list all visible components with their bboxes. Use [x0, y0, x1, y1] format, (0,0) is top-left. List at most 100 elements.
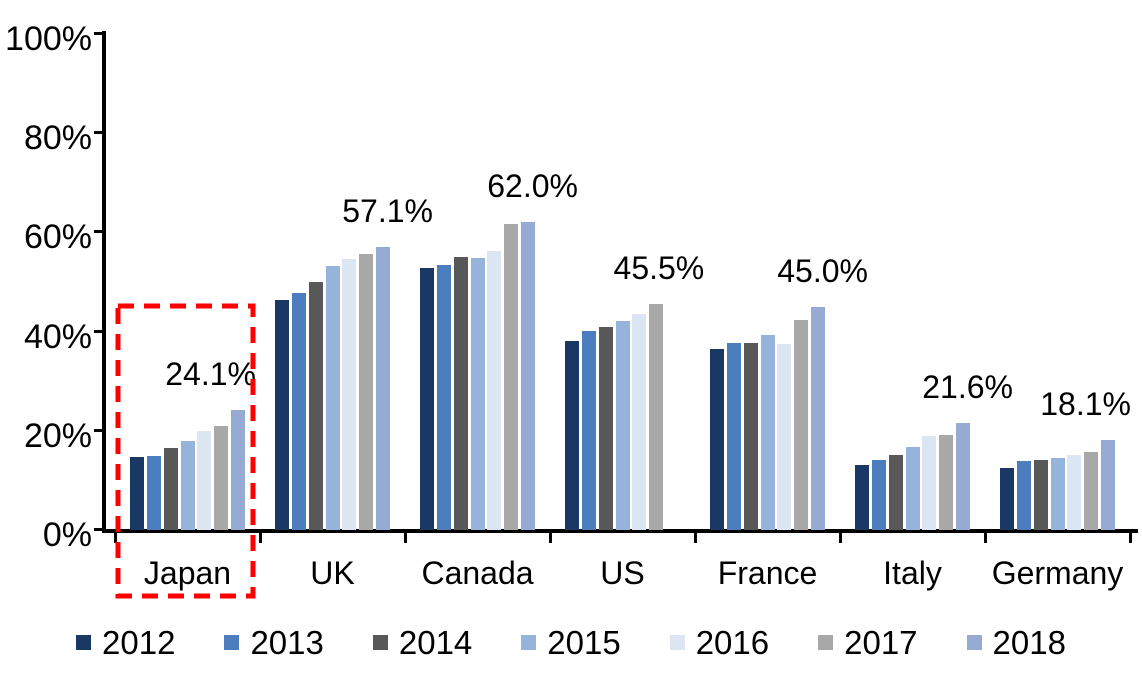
- x-axis-tick: [259, 529, 262, 543]
- y-axis-label: 40%: [23, 317, 92, 356]
- bar-canada-2012: [420, 267, 435, 530]
- bar-france-2014: [743, 343, 758, 530]
- x-axis-tick: [549, 529, 552, 543]
- bar-us-2014: [598, 327, 613, 530]
- legend-label-2018: 2018: [992, 623, 1066, 661]
- legend-item-2016: 2016: [669, 623, 770, 661]
- legend-label-2017: 2017: [844, 623, 918, 661]
- bar-canada-2018: [520, 222, 535, 530]
- category-label-france: France: [717, 555, 818, 591]
- x-axis-tick: [984, 529, 987, 543]
- bar-france-2013: [727, 343, 742, 530]
- category-label-japan: Japan: [143, 555, 232, 591]
- data-label-canada: 62.0%: [487, 168, 578, 205]
- bar-canada-2015: [470, 258, 485, 530]
- y-axis-label: 20%: [23, 416, 92, 455]
- bar-germany-2018: [1100, 440, 1115, 530]
- bar-canada-2014: [453, 257, 468, 530]
- bar-uk-2012: [275, 300, 290, 530]
- data-label-germany: 18.1%: [1040, 386, 1131, 423]
- x-axis-tick: [1129, 529, 1132, 543]
- category-label-italy: Italy: [883, 555, 942, 591]
- legend-label-2013: 2013: [250, 623, 324, 661]
- legend-item-2015: 2015: [521, 623, 621, 661]
- bar-us-2016: [632, 314, 647, 530]
- y-axis-tick: [94, 32, 102, 35]
- bar-japan-2015: [180, 441, 195, 530]
- legend-swatch-2017: [818, 634, 834, 650]
- y-axis-tick: [94, 528, 102, 531]
- bar-germany-2015: [1050, 457, 1065, 530]
- bar-germany-2013: [1017, 461, 1032, 530]
- bar-us-2012: [565, 340, 580, 530]
- bar-italy-2018: [955, 422, 970, 530]
- bar-japan-2016: [197, 431, 212, 530]
- y-axis-tick: [94, 230, 102, 234]
- x-axis-line: [102, 529, 1138, 533]
- bar-japan-2018: [230, 410, 245, 530]
- legend-swatch-2016: [669, 634, 685, 650]
- y-axis-label: 80%: [23, 119, 92, 158]
- bar-germany-2012: [1000, 468, 1015, 530]
- legend-label-2014: 2014: [398, 623, 473, 661]
- bar-uk-2013: [292, 292, 307, 530]
- bar-canada-2016: [487, 251, 502, 530]
- bar-canada-2013: [437, 265, 452, 530]
- bar-italy-2015: [905, 447, 920, 530]
- category-label-canada: Canada: [421, 555, 534, 591]
- bar-us-2017: [648, 304, 663, 530]
- category-label-germany: Germany: [991, 555, 1124, 591]
- category-label-uk: UK: [310, 555, 355, 591]
- bar-italy-2012: [855, 464, 870, 530]
- data-label-us: 45.5%: [613, 250, 705, 287]
- bar-france-2012: [710, 348, 725, 530]
- bar-us-2013: [582, 331, 597, 530]
- x-axis-tick: [404, 529, 407, 543]
- bar-uk-2017: [358, 254, 373, 530]
- bar-germany-2017: [1083, 451, 1098, 530]
- x-axis-tick: [694, 529, 697, 543]
- legend-swatch-2013: [224, 634, 240, 650]
- legend-item-2014: 2014: [372, 623, 473, 661]
- bar-japan-2013: [147, 455, 162, 530]
- legend-item-2018: 2018: [966, 623, 1066, 661]
- legend-label-2015: 2015: [547, 623, 621, 661]
- bar-italy-2014: [888, 454, 903, 530]
- data-label-uk: 57.1%: [342, 192, 433, 229]
- y-axis-label: 60%: [23, 218, 92, 257]
- data-label-italy: 21.6%: [922, 368, 1013, 405]
- bar-italy-2013: [872, 460, 887, 530]
- legend-swatch-2015: [521, 634, 537, 650]
- bar-france-2015: [760, 334, 775, 530]
- bar-germany-2016: [1067, 454, 1082, 530]
- bar-uk-2018: [375, 246, 390, 530]
- bar-japan-2012: [130, 456, 145, 530]
- bar-italy-2016: [922, 436, 937, 530]
- bar-italy-2017: [938, 435, 953, 530]
- bar-france-2017: [793, 320, 808, 530]
- data-label-japan: 24.1%: [165, 356, 256, 393]
- bar-uk-2016: [342, 259, 357, 530]
- chart-legend: 2012 2013 2014 2015 2016 2017 2018: [0, 621, 1142, 663]
- bar-us-2015: [615, 321, 630, 530]
- bar-uk-2015: [325, 265, 340, 530]
- bar-france-2018: [810, 306, 825, 530]
- legend-swatch-2014: [372, 634, 388, 650]
- data-label-france: 45.0%: [777, 252, 868, 289]
- legend-item-2013: 2013: [224, 623, 324, 661]
- category-label-us: US: [600, 555, 645, 591]
- bar-japan-2014: [163, 447, 178, 530]
- y-axis-tick: [94, 428, 102, 432]
- bar-japan-2017: [213, 425, 228, 530]
- x-axis-tick: [839, 529, 842, 543]
- legend-item-2012: 2012: [76, 626, 175, 659]
- y-axis-tick: [94, 131, 102, 135]
- bar-canada-2017: [503, 224, 518, 530]
- bar-france-2016: [777, 344, 792, 530]
- bar-germany-2014: [1033, 459, 1048, 530]
- legend-label-2016: 2016: [695, 623, 770, 661]
- bar-uk-2014: [308, 282, 323, 530]
- legend-label-2012: 2012: [102, 623, 176, 661]
- y-axis-tick: [94, 329, 102, 333]
